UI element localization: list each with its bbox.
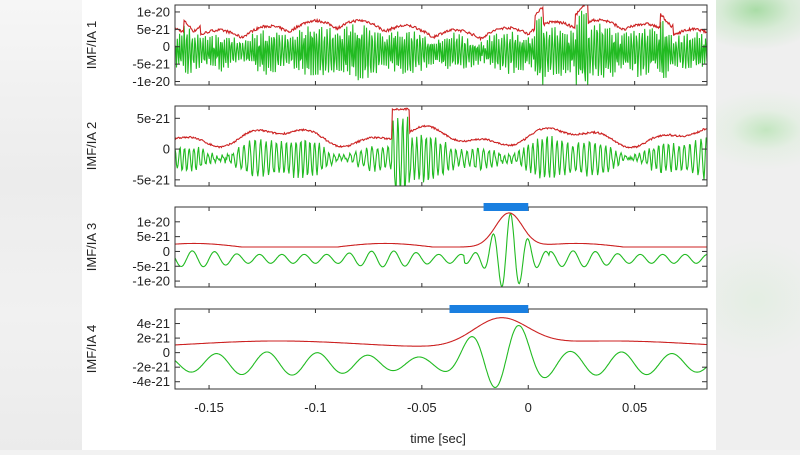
x-tick-label: 0.05 xyxy=(622,400,647,415)
plot-frame xyxy=(174,4,708,86)
amplitude-envelope-line xyxy=(174,107,708,149)
x-axis: -0.15 -0.1 -0.05 0 0.05 xyxy=(194,400,647,415)
event-highlight-bar xyxy=(483,203,529,211)
y-tick-label: 0 xyxy=(163,39,170,54)
amplitude-envelope-line xyxy=(174,4,708,42)
y-tick-label: -4e-21 xyxy=(132,374,170,389)
y-tick-label: 1e-20 xyxy=(137,4,170,19)
y-tick-label: 1e-20 xyxy=(137,214,170,229)
imf-line xyxy=(174,10,708,86)
chart-canvas: 1e-20 5e-21 0 -5e-21 -1e-20 IMF/IA 1 5e-21 0 -5e… xyxy=(82,0,716,450)
plot-frame xyxy=(174,308,708,390)
x-tick-label: -0.05 xyxy=(407,400,437,415)
y-tick-label: -5e-21 xyxy=(132,259,170,274)
y-axis-label: IMF/IA 3 xyxy=(84,223,99,271)
y-tick-label: 5e-21 xyxy=(137,229,170,244)
y-tick-label: -2e-21 xyxy=(132,360,170,375)
y-tick-label: 5e-21 xyxy=(137,22,170,37)
y-tick-label: -5e-21 xyxy=(132,57,170,72)
y-tick-label: -5e-21 xyxy=(132,172,170,187)
plot-frame xyxy=(174,206,708,288)
event-highlight-bar xyxy=(449,305,529,313)
y-tick-label: 0 xyxy=(163,345,170,360)
panel-2: 5e-21 0 -5e-21 IMF/IA 2 xyxy=(84,105,708,187)
x-tick-label: -0.15 xyxy=(194,400,224,415)
panel-1: 1e-20 5e-21 0 -5e-21 -1e-20 IMF/IA 1 xyxy=(84,4,708,89)
y-tick-label: 2e-21 xyxy=(137,331,170,346)
y-tick-label: 0 xyxy=(163,244,170,259)
y-tick-label: 5e-21 xyxy=(137,111,170,126)
left-background xyxy=(0,0,82,450)
x-tick-label: -0.1 xyxy=(304,400,326,415)
y-axis-label: IMF/IA 4 xyxy=(84,325,99,373)
x-tick-label: 0 xyxy=(525,400,532,415)
y-axis-label: IMF/IA 1 xyxy=(84,21,99,69)
y-tick-label: -1e-20 xyxy=(132,74,170,89)
y-tick-label: 0 xyxy=(163,142,170,157)
y-tick-label: -1e-20 xyxy=(132,274,170,289)
amplitude-envelope-line xyxy=(175,212,707,248)
imf-line xyxy=(174,212,708,288)
plot-frame xyxy=(174,105,708,187)
x-axis-label: time [sec] xyxy=(410,431,466,446)
imf-line xyxy=(174,116,708,187)
right-background xyxy=(716,0,800,450)
y-axis-label: IMF/IA 2 xyxy=(84,122,99,170)
amplitude-envelope-line xyxy=(175,317,707,347)
y-tick-label: 4e-21 xyxy=(137,316,170,331)
imf-line xyxy=(174,324,708,389)
